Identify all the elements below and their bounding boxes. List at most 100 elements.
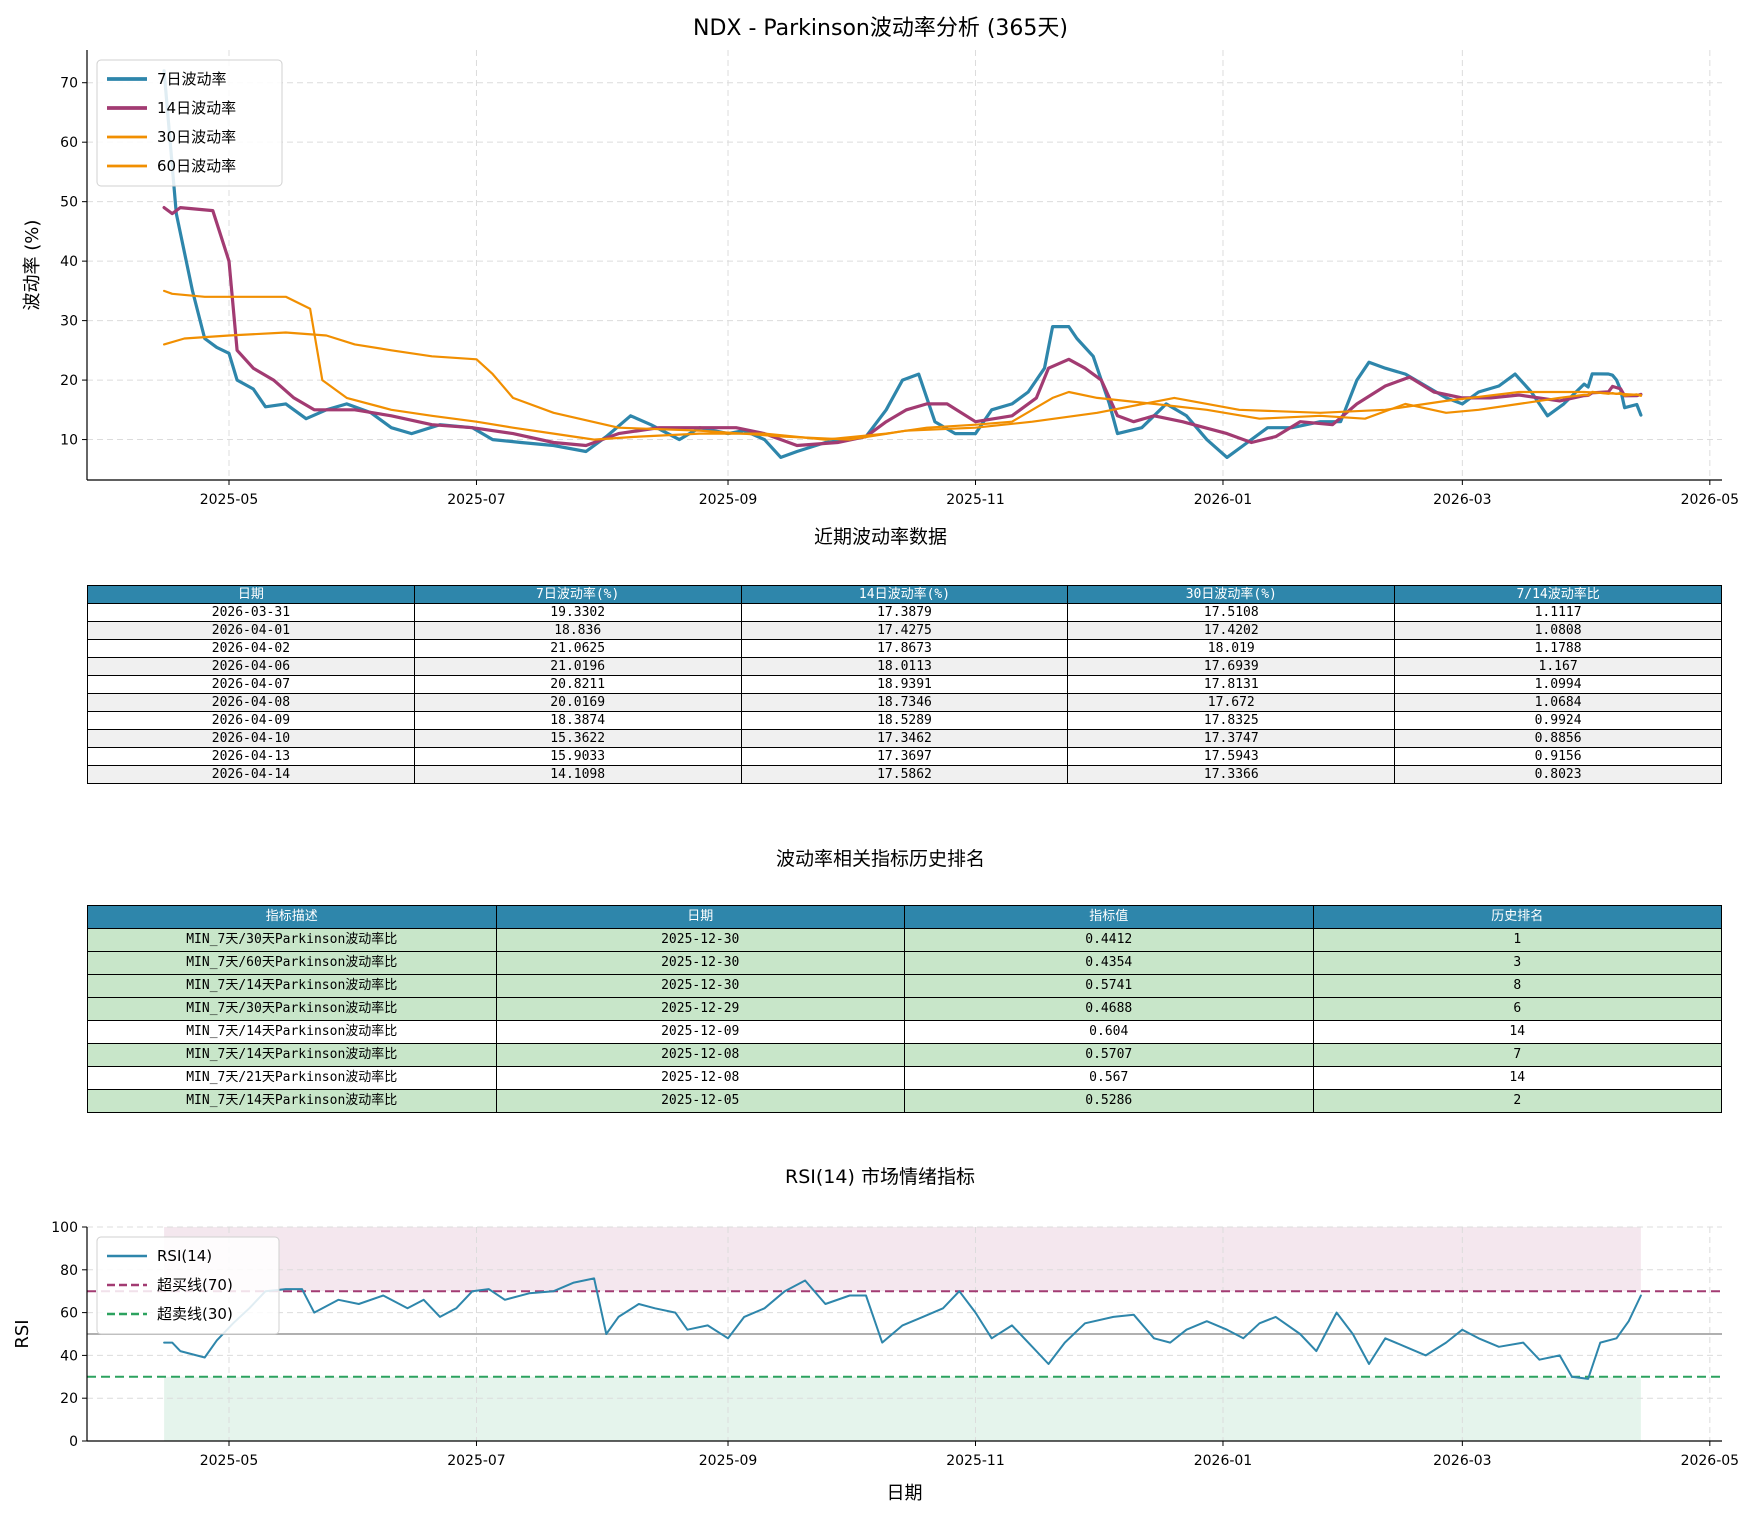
table-cell: 17.3366 (1067, 765, 1396, 784)
y-axis-label: RSI (12, 1319, 33, 1348)
legend-label: 7日波动率 (157, 70, 227, 88)
table-cell: 0.604 (904, 1020, 1314, 1044)
table-cell: 2025-12-09 (495, 1020, 905, 1044)
y-tick-label: 20 (60, 373, 78, 389)
rsi-chart-title: RSI(14) 市场情绪指标 (785, 1166, 975, 1188)
y-tick-label: 0 (69, 1434, 78, 1450)
legend-box (96, 59, 283, 187)
zone-band (164, 1376, 1641, 1441)
table-cell: 17.6939 (1067, 657, 1396, 676)
table-cell: 0.4412 (904, 928, 1314, 952)
table-cell: 2025-12-30 (495, 974, 905, 998)
table-cell: 19.3302 (413, 603, 742, 622)
zone-band (164, 1227, 1641, 1292)
y-tick-label: 40 (60, 254, 78, 270)
rank-table-title: 波动率相关指标历史排名 (775, 848, 985, 870)
table-row: 2026-04-14 14.1098 17.5862 17.3366 0.8023 (87, 765, 1722, 784)
table-cell: MIN_7天/14天Parkinson波动率比 (87, 974, 497, 998)
recent-table-title: 近期波动率数据 (813, 526, 947, 548)
table-cell: 18.0113 (740, 657, 1069, 676)
x-tick-label: 2025-09 (699, 1453, 758, 1469)
table-cell: 0.5707 (904, 1043, 1314, 1067)
table-cell: 2026-04-13 (87, 747, 415, 766)
table-cell: 20.0169 (413, 693, 742, 712)
table-cell: 2026-04-08 (87, 693, 415, 712)
table-header-cell: 7日波动率(%) (413, 585, 742, 604)
x-tick-label: 2026-03 (1433, 1453, 1492, 1469)
table-cell: 17.5862 (740, 765, 1069, 784)
legend-label: 超买线(70) (157, 1276, 233, 1294)
x-tick-label: 2025-07 (447, 1453, 506, 1469)
series-line (162, 69, 1643, 459)
x-tick-label: 2025-05 (200, 1453, 259, 1469)
legend-label: 14日波动率 (157, 99, 236, 117)
table-cell: MIN_7天/30天Parkinson波动率比 (87, 997, 497, 1021)
x-tick-label: 2025-11 (946, 1453, 1005, 1469)
volatility-chart: 10 20 30 40 50 60 70 2025-05 2025-07 2025-09 2025-… (22, 50, 1739, 508)
table-cell: 17.4275 (740, 621, 1069, 640)
table-header-cell: 14日波动率(%) (740, 585, 1069, 604)
table-cell: 2026-03-31 (87, 603, 415, 622)
y-tick-label: 30 (60, 314, 78, 330)
table-row: 2026-04-10 15.3622 17.3462 17.3747 0.8856 (87, 729, 1722, 748)
table-cell: 21.0196 (413, 657, 742, 676)
table-cell: MIN_7天/14天Parkinson波动率比 (87, 1089, 497, 1113)
x-tick-label: 2025-05 (200, 492, 259, 508)
table-cell: 0.8023 (1394, 765, 1722, 784)
table-cell: 18.7346 (740, 693, 1069, 712)
table-cell: 2026-04-14 (87, 765, 415, 784)
legend-label: 超卖线(30) (157, 1305, 233, 1323)
table-cell: 17.3747 (1067, 729, 1396, 748)
x-tick-label: 2026-01 (1194, 1453, 1253, 1469)
table-cell: 7 (1312, 1043, 1722, 1067)
y-tick-label: 70 (60, 76, 78, 92)
y-axis-label: 波动率 (%) (22, 220, 43, 311)
table-row: MIN_7天/30天Parkinson波动率比 2025-12-29 0.4688 6 (87, 997, 1722, 1021)
y-tick-label: 10 (60, 433, 78, 449)
table-cell: 2025-12-29 (495, 997, 905, 1021)
ranking-table: 指标描述 日期 指标值 历史排名 MIN_7天/30天Parkinson波动率比 202… (87, 905, 1722, 1113)
table-header-row: 日期 7日波动率(%) 14日波动率(%) 30日波动率(%) 7/14波动率比 (87, 585, 1722, 604)
table-cell: 0.8856 (1394, 729, 1722, 748)
table-cell: 17.672 (1067, 693, 1396, 712)
table-row: MIN_7天/14天Parkinson波动率比 2025-12-05 0.5286 2 (87, 1089, 1722, 1113)
figure-title: NDX - Parkinson波动率分析 (365天) (692, 16, 1068, 41)
y-tick-label: 20 (60, 1391, 78, 1407)
table-cell: 1.0808 (1394, 621, 1722, 640)
x-tick-label: 2026-05 (1681, 1453, 1740, 1469)
table-cell: 2026-04-01 (87, 621, 415, 640)
table-cell: 0.5286 (904, 1089, 1314, 1113)
table-cell: 1.0684 (1394, 693, 1722, 712)
y-tick-label: 50 (60, 195, 78, 211)
y-tick-label: 100 (51, 1220, 78, 1236)
x-tick-label: 2025-11 (946, 492, 1005, 508)
table-cell: 2026-04-06 (87, 657, 415, 676)
table-cell: 2025-12-08 (495, 1066, 905, 1090)
table-header-cell: 日期 (495, 905, 905, 929)
table-cell: 15.3622 (413, 729, 742, 748)
recent-volatility-table: 日期 7日波动率(%) 14日波动率(%) 30日波动率(%) 7/14波动率比 202… (87, 585, 1722, 784)
table-row: MIN_7天/30天Parkinson波动率比 2025-12-30 0.4412 1 (87, 928, 1722, 952)
legend-label: 60日波动率 (157, 157, 236, 175)
table-row: 2026-04-02 21.0625 17.8673 18.019 1.1788 (87, 639, 1722, 658)
table-row: MIN_7天/21天Parkinson波动率比 2025-12-08 0.567 14 (87, 1066, 1722, 1090)
table-cell: 17.5943 (1067, 747, 1396, 766)
table-cell: MIN_7天/14天Parkinson波动率比 (87, 1020, 497, 1044)
table-cell: 1.1117 (1394, 603, 1722, 622)
table-cell: 2025-12-30 (495, 928, 905, 952)
table-header-cell: 30日波动率(%) (1067, 585, 1396, 604)
table-cell: 18.5289 (740, 711, 1069, 730)
table-header-cell: 日期 (87, 585, 415, 604)
series-line (163, 331, 1643, 441)
table-row: MIN_7天/14天Parkinson波动率比 2025-12-08 0.5707 7 (87, 1043, 1722, 1067)
x-tick-label: 2025-07 (447, 492, 506, 508)
table-row: 2026-04-08 20.0169 18.7346 17.672 1.0684 (87, 693, 1722, 712)
table-cell: 18.836 (413, 621, 742, 640)
table-cell: 17.3462 (740, 729, 1069, 748)
table-cell: 17.4202 (1067, 621, 1396, 640)
table-cell: 0.4688 (904, 997, 1314, 1021)
x-tick-label: 2026-01 (1194, 492, 1253, 508)
table-cell: 0.4354 (904, 951, 1314, 975)
table-row: MIN_7天/14天Parkinson波动率比 2025-12-09 0.604 14 (87, 1020, 1722, 1044)
